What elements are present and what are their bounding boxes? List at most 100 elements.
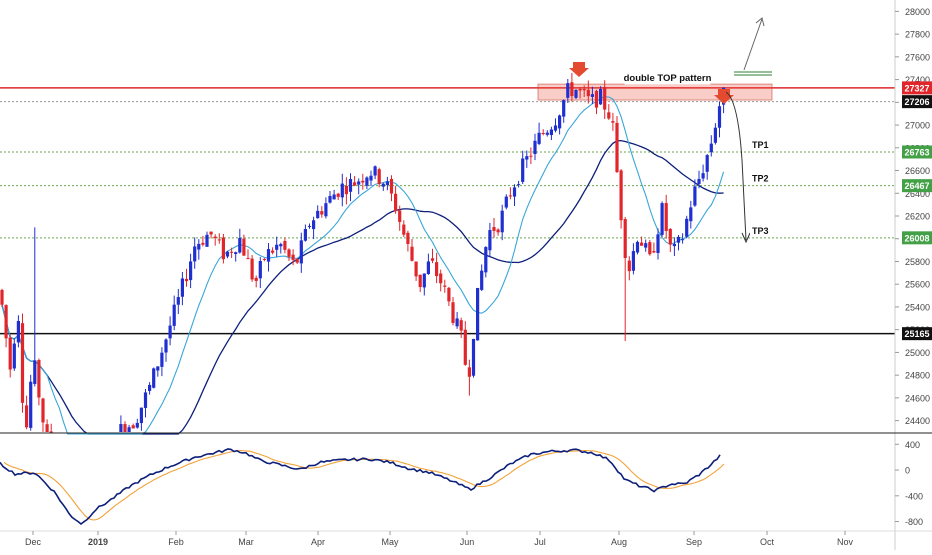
x-tick-label: Aug — [611, 537, 627, 547]
candle-body — [422, 273, 426, 288]
candle-body — [467, 367, 471, 377]
candle-body — [312, 220, 316, 230]
candle-body — [258, 260, 262, 279]
candle-body — [353, 182, 357, 186]
candle-body — [238, 237, 242, 253]
candle-body — [336, 193, 340, 197]
y-tick-label: 24800 — [905, 371, 930, 381]
candle-body — [168, 325, 172, 339]
candle-body — [476, 288, 480, 341]
candle-body — [4, 305, 8, 339]
candle-body — [135, 422, 139, 428]
candle-body — [681, 239, 685, 241]
candle-body — [484, 247, 488, 273]
candle-body — [271, 250, 275, 253]
candle-body — [619, 170, 623, 221]
projection-arrows: TP1 TP2 TP3 — [569, 17, 772, 244]
candle-body — [373, 166, 377, 176]
tp-label: TP3 — [752, 226, 769, 236]
candle-body — [492, 227, 496, 231]
candle-body — [123, 424, 127, 432]
candle-body — [402, 224, 406, 235]
y-tick-label: 27000 — [905, 121, 930, 131]
candle-body — [471, 338, 476, 376]
candle-body — [184, 278, 189, 282]
candle-body — [172, 304, 176, 326]
candle-body — [33, 360, 37, 384]
candle-body — [697, 178, 701, 184]
candle-body — [156, 366, 160, 371]
candle-body — [709, 143, 713, 153]
price-badge — [902, 327, 932, 341]
candle-body — [545, 132, 549, 135]
candle-body — [508, 195, 512, 197]
projection-down-arrowhead — [741, 232, 751, 244]
candle-body — [418, 274, 422, 288]
y-tick-label: 26600 — [905, 166, 930, 176]
candle-body — [221, 237, 225, 260]
price-badge-label: 27327 — [904, 83, 929, 93]
candle-body — [430, 258, 435, 261]
x-tick-label: Jun — [460, 537, 475, 547]
candle-body — [131, 425, 135, 429]
candle-body — [197, 243, 201, 250]
candle-body — [119, 424, 123, 432]
candle-body — [49, 431, 53, 433]
candle-body — [701, 173, 705, 179]
y-tick-label: 24600 — [905, 393, 930, 403]
candle-body — [299, 240, 303, 264]
candle-body — [672, 243, 676, 247]
candle-body — [631, 251, 635, 271]
candle-body — [176, 297, 180, 305]
candle-body — [307, 226, 312, 228]
x-tick-label: Mar — [238, 537, 254, 547]
candle-body — [295, 259, 299, 263]
candle-body — [348, 179, 353, 192]
candle-body — [537, 132, 541, 144]
candle-body — [369, 175, 373, 181]
oscillator-signal-line — [3, 449, 725, 521]
candle-body — [365, 177, 369, 186]
pattern-label-box — [624, 70, 711, 85]
oscillator-panel: -800 -400 0 400 — [0, 440, 923, 527]
time-axis: Dec 2019 Feb Mar Apr May Jun Jul Aug Sep Oct Nov — [25, 531, 853, 547]
candle-body — [41, 398, 45, 423]
candle-body — [283, 240, 287, 250]
candle-body — [451, 302, 455, 323]
price-badge — [902, 231, 932, 245]
candle-body — [459, 320, 463, 331]
candle-body — [291, 254, 295, 260]
price-badge-label: 26467 — [904, 181, 929, 191]
x-tick-label: 2019 — [88, 537, 108, 547]
candle-body — [266, 249, 271, 262]
candle-body — [25, 405, 29, 428]
candle-body — [512, 187, 517, 197]
candle-body — [488, 230, 492, 251]
tp-label: TP2 — [752, 174, 769, 184]
y-tick-label: 27400 — [905, 75, 930, 85]
y-tick-label: 27600 — [905, 52, 930, 62]
candle-body — [533, 140, 537, 155]
candle-body — [275, 244, 279, 250]
price-levels — [0, 87, 895, 335]
y-tick-label: 28000 — [905, 7, 930, 17]
candle-body — [717, 106, 722, 128]
candle-body — [447, 287, 451, 302]
candle-body — [504, 196, 508, 208]
tp-label-box — [750, 137, 772, 150]
y-tick-label: 27800 — [905, 30, 930, 40]
candle-body — [594, 90, 599, 108]
candle-body — [201, 242, 205, 245]
candle-body — [332, 194, 336, 200]
candle-body — [693, 186, 697, 206]
price-badge-label: 27206 — [904, 97, 929, 107]
osc-y-tick-label: -800 — [905, 517, 923, 527]
tp-label-box — [750, 171, 772, 184]
candle-body — [635, 241, 640, 253]
candle-body — [414, 261, 418, 277]
candle-body — [439, 273, 443, 284]
candles — [0, 72, 726, 433]
tp-label-box — [750, 223, 772, 236]
